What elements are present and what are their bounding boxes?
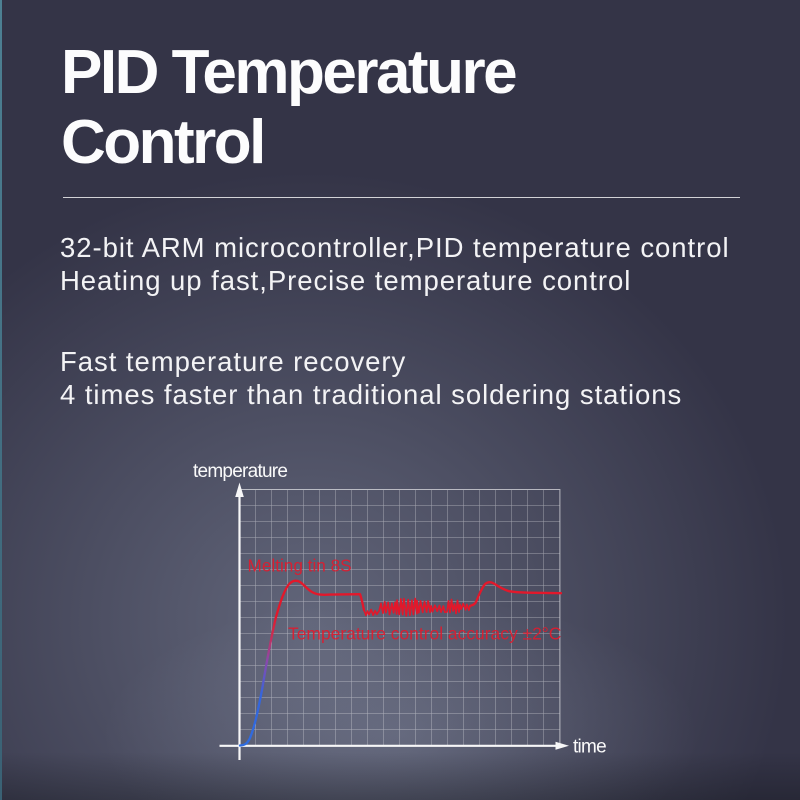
svg-text:temperature: temperature (193, 461, 287, 482)
svg-text:Melting tin 8S: Melting tin 8S (248, 556, 352, 576)
svg-text:Temperature control accuracy ±: Temperature control accuracy ±2°C (288, 624, 561, 644)
svg-text:time: time (573, 737, 606, 758)
